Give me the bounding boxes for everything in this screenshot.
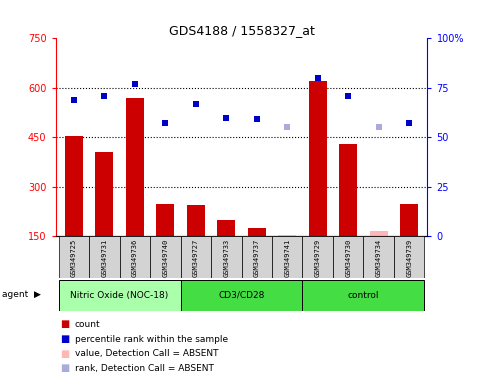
Text: agent  ▶: agent ▶ (2, 290, 41, 300)
Bar (394, 236, 425, 278)
Bar (217, 220, 235, 236)
Bar (272, 236, 302, 278)
Bar (126, 98, 144, 236)
Text: Nitric Oxide (NOC-18): Nitric Oxide (NOC-18) (71, 291, 169, 300)
Text: GSM349733: GSM349733 (223, 238, 229, 276)
Text: GSM349740: GSM349740 (162, 238, 168, 276)
Text: count: count (75, 320, 100, 329)
Bar (150, 236, 181, 278)
Text: GSM349730: GSM349730 (345, 238, 351, 276)
Bar (339, 144, 357, 236)
Bar (181, 236, 211, 278)
Bar (333, 236, 363, 278)
Text: control: control (348, 291, 379, 300)
Title: GDS4188 / 1558327_at: GDS4188 / 1558327_at (169, 24, 314, 37)
Bar (186, 205, 205, 236)
Bar (278, 235, 297, 236)
Text: GSM349734: GSM349734 (376, 238, 382, 276)
Text: GSM349741: GSM349741 (284, 238, 290, 276)
Bar (302, 236, 333, 278)
Bar (302, 280, 425, 311)
Bar (65, 136, 83, 236)
Bar (58, 236, 89, 278)
Bar (211, 236, 242, 278)
Bar (120, 236, 150, 278)
Text: ■: ■ (60, 334, 70, 344)
Text: percentile rank within the sample: percentile rank within the sample (75, 334, 228, 344)
Bar (248, 228, 266, 236)
Bar (369, 231, 388, 236)
Text: ■: ■ (60, 363, 70, 373)
Bar (309, 81, 327, 236)
Text: CD3/CD28: CD3/CD28 (218, 291, 265, 300)
Bar (95, 152, 114, 236)
Text: GSM349729: GSM349729 (315, 238, 321, 276)
Text: ■: ■ (60, 349, 70, 359)
Bar (89, 236, 120, 278)
Bar (58, 280, 181, 311)
Text: GSM349739: GSM349739 (406, 238, 412, 276)
Bar (156, 204, 174, 236)
Text: GSM349736: GSM349736 (132, 238, 138, 276)
Text: GSM349737: GSM349737 (254, 238, 260, 276)
Text: GSM349727: GSM349727 (193, 238, 199, 276)
Text: GSM349725: GSM349725 (71, 238, 77, 276)
Text: ■: ■ (60, 319, 70, 329)
Bar (363, 236, 394, 278)
Bar (400, 204, 418, 236)
Bar (181, 280, 302, 311)
Bar (242, 236, 272, 278)
Text: rank, Detection Call = ABSENT: rank, Detection Call = ABSENT (75, 364, 214, 373)
Text: GSM349731: GSM349731 (101, 238, 107, 276)
Text: value, Detection Call = ABSENT: value, Detection Call = ABSENT (75, 349, 218, 358)
